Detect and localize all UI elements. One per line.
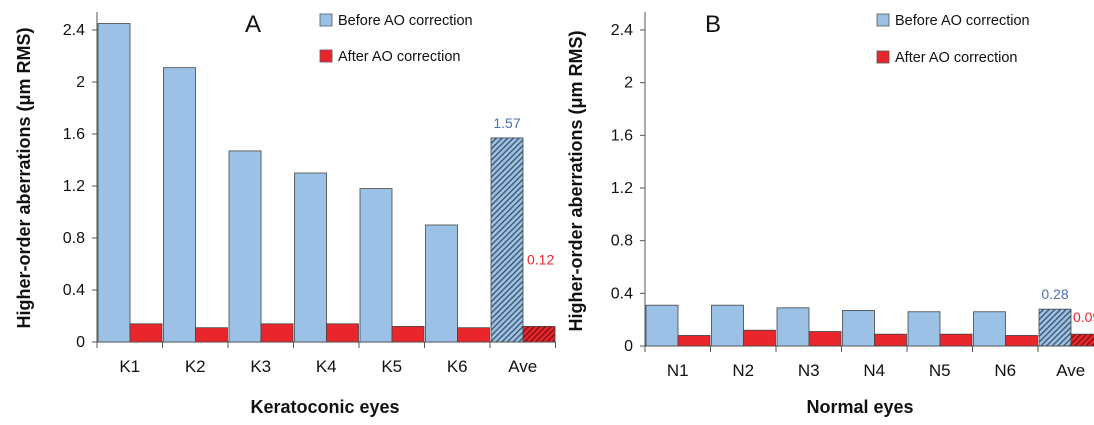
legend-swatch-before bbox=[319, 13, 333, 27]
bar-before bbox=[294, 172, 327, 343]
legend: Before AO correction After AO correction bbox=[876, 13, 1030, 66]
y-axis-label: Higher-order aberrations (μm RMS) bbox=[566, 30, 586, 331]
labels-b: 0.28 0.09 bbox=[1041, 286, 1094, 325]
x-axis-label: Normal eyes bbox=[806, 397, 913, 417]
x-tick-label: N3 bbox=[798, 361, 820, 380]
bar-after bbox=[195, 327, 228, 343]
y-tick-label: 2 bbox=[624, 75, 633, 92]
bar-after-average bbox=[1070, 333, 1094, 347]
bar-after bbox=[260, 323, 294, 343]
bar-after bbox=[1005, 335, 1038, 347]
legend-swatch-after bbox=[319, 49, 333, 63]
bar-before bbox=[425, 224, 458, 343]
x-tick-label: N6 bbox=[994, 361, 1016, 380]
bars-a bbox=[97, 23, 556, 343]
x-tick-label: N4 bbox=[863, 361, 885, 380]
x-tick-label: N2 bbox=[732, 361, 754, 380]
y-tick-label: 0 bbox=[76, 334, 85, 351]
x-axis-label: Keratoconic eyes bbox=[250, 397, 399, 417]
y-tick-label: 0.4 bbox=[611, 285, 633, 302]
bar-after bbox=[391, 325, 425, 343]
x-tick-label: N1 bbox=[667, 361, 689, 380]
y-tick-label: 2.4 bbox=[611, 22, 633, 39]
legend-label-before: Before AO correction bbox=[895, 13, 1030, 29]
bars-b bbox=[645, 304, 1094, 347]
y-tick-label: 1.6 bbox=[611, 127, 633, 144]
bar-after-average bbox=[522, 325, 556, 343]
x-tick-label: Ave bbox=[1056, 361, 1085, 380]
bar-after bbox=[808, 331, 842, 347]
bar-before bbox=[776, 307, 810, 347]
panel-a: Higher-order aberrations (μm RMS) A Kera… bbox=[14, 11, 556, 417]
legend-label-after: After AO correction bbox=[895, 50, 1018, 66]
axes-b: 0 0.4 0.8 1.2 1.6 2 2.4 N1 N2 N3 N4 N5 N6 Ave bbox=[611, 12, 1094, 380]
bar-before bbox=[842, 310, 875, 347]
bar-before bbox=[163, 67, 196, 343]
data-label-after-average: 0.12 bbox=[527, 251, 554, 267]
legend-label-before: Before AO correction bbox=[338, 13, 473, 29]
panel-b: Higher-order aberrations (μm RMS) B Norm… bbox=[566, 11, 1094, 417]
axes-a: 0 0.4 0.8 1.2 1.6 2 2.4 K1 K2 K3 K4 K5 K6 Ave bbox=[63, 12, 556, 376]
x-tick-label: K4 bbox=[316, 357, 337, 376]
bar-after bbox=[677, 335, 711, 347]
x-tick-label: N5 bbox=[929, 361, 951, 380]
bar-before bbox=[973, 311, 1006, 347]
data-label-before-average: 1.57 bbox=[493, 115, 520, 131]
bar-before bbox=[228, 150, 262, 343]
legend: Before AO correction After AO correction bbox=[319, 13, 473, 65]
bar-before-average bbox=[1038, 308, 1072, 347]
x-tick-label: K2 bbox=[185, 357, 206, 376]
bar-before bbox=[645, 304, 679, 347]
data-label-before-average: 0.28 bbox=[1041, 286, 1068, 302]
panel-label-a: A bbox=[245, 11, 261, 38]
y-tick-label: 1.2 bbox=[63, 178, 85, 195]
labels-a: 1.57 0.12 bbox=[493, 115, 554, 267]
bar-after bbox=[457, 327, 490, 343]
y-tick-label: 0.4 bbox=[63, 282, 85, 299]
y-axis-label: Higher-order aberrations (μm RMS) bbox=[14, 27, 34, 328]
bar-before bbox=[711, 304, 744, 347]
y-tick-label: 2.4 bbox=[63, 22, 85, 39]
y-tick-label: 0.8 bbox=[611, 233, 633, 250]
x-tick-label: K3 bbox=[250, 357, 271, 376]
y-tick-label: 0.8 bbox=[63, 230, 85, 247]
bar-before-average bbox=[490, 137, 524, 343]
y-tick-label: 2 bbox=[76, 74, 85, 91]
y-tick-label: 1.2 bbox=[611, 180, 633, 197]
data-label-after-average: 0.09 bbox=[1073, 309, 1094, 325]
y-tick-label: 1.6 bbox=[63, 126, 85, 143]
y-tick-label: 0 bbox=[624, 338, 633, 355]
x-tick-label: Ave bbox=[508, 357, 537, 376]
bar-after bbox=[874, 333, 907, 347]
legend-label-after: After AO correction bbox=[338, 49, 461, 65]
x-tick-label: K1 bbox=[119, 357, 140, 376]
x-tick-label: K5 bbox=[381, 357, 402, 376]
legend-swatch-before bbox=[876, 13, 890, 27]
x-tick-label: K6 bbox=[447, 357, 468, 376]
bar-before bbox=[97, 23, 131, 343]
bar-after bbox=[326, 323, 359, 343]
bar-after bbox=[939, 333, 973, 347]
bar-before bbox=[907, 311, 941, 347]
bar-before bbox=[359, 188, 393, 343]
panel-label-b: B bbox=[705, 11, 721, 38]
bar-after bbox=[743, 329, 776, 347]
legend-swatch-after bbox=[876, 50, 890, 64]
bar-after bbox=[129, 323, 163, 343]
